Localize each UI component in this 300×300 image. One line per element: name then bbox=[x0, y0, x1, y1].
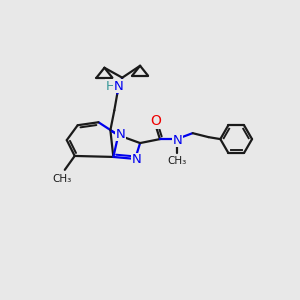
Text: CH₃: CH₃ bbox=[52, 174, 71, 184]
Text: N: N bbox=[131, 153, 141, 167]
Text: N: N bbox=[113, 80, 123, 92]
Text: N: N bbox=[116, 128, 125, 141]
Text: N: N bbox=[173, 134, 183, 147]
Text: H: H bbox=[105, 80, 115, 92]
Text: O: O bbox=[151, 114, 161, 128]
Text: CH₃: CH₃ bbox=[167, 156, 186, 166]
